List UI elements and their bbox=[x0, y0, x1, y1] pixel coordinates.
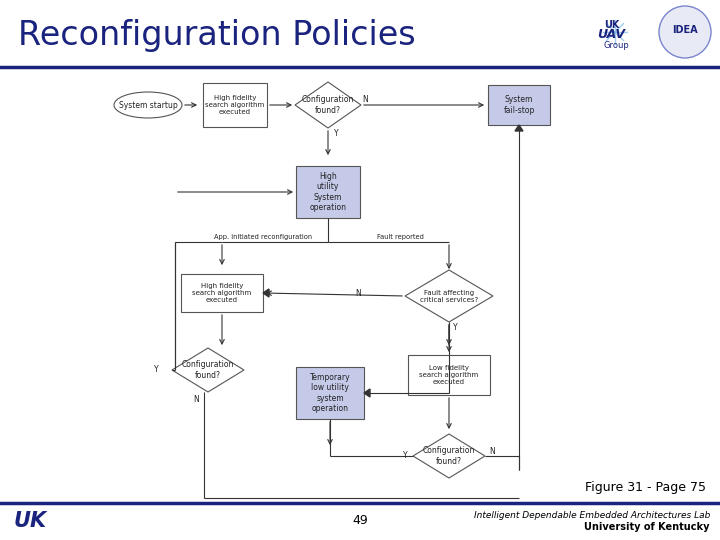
Text: Configuration
found?: Configuration found? bbox=[302, 95, 354, 114]
Text: High fidelity
search algorithm
executed: High fidelity search algorithm executed bbox=[205, 95, 265, 115]
Text: 49: 49 bbox=[352, 515, 368, 528]
Circle shape bbox=[659, 6, 711, 58]
Bar bbox=[296, 166, 360, 218]
Text: System startup: System startup bbox=[119, 100, 177, 110]
Text: System
fail-stop: System fail-stop bbox=[503, 95, 535, 114]
Text: Intelligent Dependable Embedded Architectures Lab: Intelligent Dependable Embedded Architec… bbox=[474, 510, 710, 519]
Text: IDEA: IDEA bbox=[672, 25, 698, 35]
Text: Y: Y bbox=[333, 130, 338, 138]
Text: Y: Y bbox=[402, 451, 408, 461]
Text: High
utility
System
operation: High utility System operation bbox=[310, 172, 346, 212]
Text: N: N bbox=[362, 94, 368, 104]
Text: Group: Group bbox=[604, 40, 630, 50]
Text: UK: UK bbox=[14, 511, 47, 531]
Text: Temporary
low utility
system
operation: Temporary low utility system operation bbox=[310, 373, 351, 413]
Polygon shape bbox=[295, 82, 361, 128]
Text: N: N bbox=[355, 288, 361, 298]
Bar bbox=[296, 367, 364, 419]
Bar bbox=[181, 274, 263, 312]
Ellipse shape bbox=[114, 92, 182, 118]
Polygon shape bbox=[405, 270, 493, 322]
Text: Reconfiguration Policies: Reconfiguration Policies bbox=[18, 18, 415, 51]
Polygon shape bbox=[364, 389, 370, 397]
Polygon shape bbox=[172, 348, 244, 392]
Polygon shape bbox=[263, 289, 269, 297]
Text: University of Kentucky: University of Kentucky bbox=[585, 522, 710, 532]
Text: UAV: UAV bbox=[597, 29, 625, 42]
Text: Y: Y bbox=[453, 322, 457, 332]
Polygon shape bbox=[515, 125, 523, 131]
Text: Configuration
found?: Configuration found? bbox=[423, 446, 475, 465]
Bar bbox=[408, 355, 490, 395]
Text: Figure 31 - Page 75: Figure 31 - Page 75 bbox=[585, 481, 706, 494]
Text: Fault affecting
critical services?: Fault affecting critical services? bbox=[420, 289, 478, 302]
Text: UK: UK bbox=[604, 20, 619, 30]
Text: Configuration
found?: Configuration found? bbox=[182, 360, 234, 380]
Polygon shape bbox=[413, 434, 485, 478]
Text: App. initiated reconfiguration: App. initiated reconfiguration bbox=[214, 234, 312, 240]
Text: Fault reported: Fault reported bbox=[377, 234, 423, 240]
Text: Low fidelity
search algorithm
executed: Low fidelity search algorithm executed bbox=[419, 365, 479, 385]
Bar bbox=[203, 83, 267, 127]
Text: High fidelity
search algorithm
executed: High fidelity search algorithm executed bbox=[192, 283, 251, 303]
Text: N: N bbox=[193, 395, 199, 403]
Text: N: N bbox=[489, 447, 495, 456]
Bar bbox=[488, 85, 550, 125]
Text: Y: Y bbox=[153, 366, 158, 375]
